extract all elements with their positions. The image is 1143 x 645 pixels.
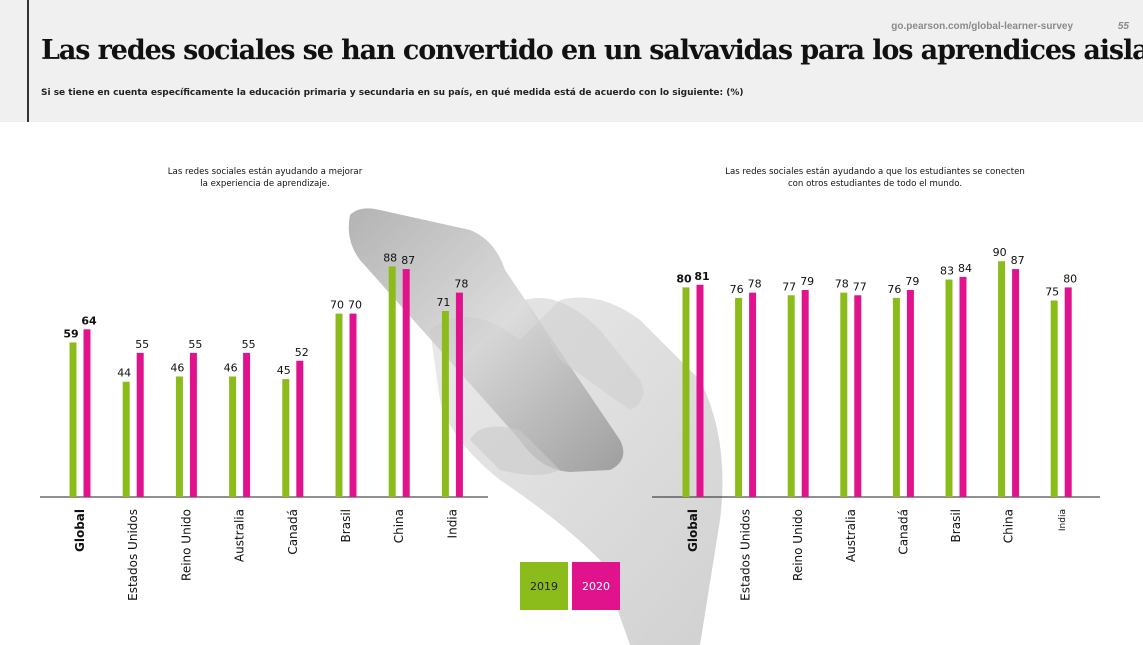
right-bar-2019 — [840, 292, 848, 497]
right-bar-2020 — [854, 295, 862, 497]
right-category-label: Brasil — [949, 509, 963, 542]
left-bar-2020 — [402, 269, 410, 497]
right-chart-title: Las redes sociales están ayudando a que … — [690, 166, 1060, 190]
left-data-label: 87 — [401, 254, 415, 267]
left-data-label: 44 — [117, 367, 131, 380]
right-data-label: 83 — [940, 265, 954, 278]
right-data-label: 90 — [993, 246, 1007, 259]
left-bar-2020 — [296, 360, 304, 497]
right-category-label: China — [1002, 509, 1016, 543]
header-band: go.pearson.com/global-learner-survey 55 … — [0, 0, 1143, 122]
right-data-label: 79 — [800, 275, 814, 288]
right-bar-2020 — [801, 290, 809, 497]
legend-label-2020: 2020 — [582, 579, 610, 593]
left-bar-2019 — [441, 310, 449, 497]
right-category-label: Estados Unidos — [739, 509, 753, 601]
left-bar-2020 — [243, 352, 251, 497]
right-category-label: Canadá — [896, 509, 910, 555]
source-url[interactable]: go.pearson.com/global-learner-survey — [891, 21, 1073, 32]
left-category-label: China — [392, 509, 406, 543]
right-data-label: 76 — [730, 283, 744, 296]
right-data-label: 80 — [1063, 272, 1077, 285]
right-bar-2019 — [945, 279, 953, 497]
left-category-label: Australia — [233, 509, 247, 562]
right-data-label: 84 — [958, 262, 972, 275]
right-data-label: 77 — [782, 280, 796, 293]
right-data-label: 77 — [853, 280, 867, 293]
left-category-label: India — [445, 509, 459, 538]
left-bar-2019 — [335, 313, 343, 497]
page-title: Las redes sociales se han convertido en … — [41, 35, 1143, 66]
right-bar-2019 — [787, 295, 795, 497]
header-divider — [27, 0, 29, 122]
right-category-label: India — [1058, 509, 1068, 531]
left-category-label: Estados Unidos — [126, 509, 140, 601]
left-data-label: 46 — [224, 361, 238, 374]
left-bar-2020 — [349, 313, 357, 497]
left-data-label: 70 — [348, 299, 362, 312]
left-bar-2019 — [122, 381, 130, 497]
left-bar-2019 — [282, 379, 290, 497]
left-data-label: 55 — [135, 338, 149, 351]
left-data-label: 78 — [454, 278, 468, 291]
left-data-label: 70 — [330, 299, 344, 312]
right-bar-2019 — [892, 297, 900, 497]
left-category-label: Global — [73, 509, 87, 552]
left-data-label: 64 — [81, 314, 97, 327]
right-category-label: Reino Unido — [791, 509, 805, 581]
left-category-label: Canadá — [286, 509, 300, 555]
right-data-label: 81 — [694, 270, 709, 283]
left-data-label: 88 — [383, 251, 397, 264]
left-bar-2020 — [455, 292, 463, 497]
left-data-label: 55 — [188, 338, 202, 351]
right-category-label: Australia — [844, 509, 858, 562]
left-bar-2019 — [229, 376, 237, 497]
left-chart-title: Las redes sociales están ayudando a mejo… — [135, 166, 395, 190]
left-data-label: 45 — [277, 364, 291, 377]
right-chart-title-text: Las redes sociales están ayudando a que … — [725, 167, 1025, 189]
right-data-label: 75 — [1045, 286, 1059, 299]
left-chart-title-text: Las redes sociales están ayudando a mejo… — [167, 167, 363, 189]
left-data-label: 59 — [63, 327, 78, 340]
left-bar-2019 — [388, 266, 396, 497]
left-category-label: Reino Unido — [179, 509, 193, 581]
left-data-label: 52 — [295, 346, 309, 359]
right-bar-2020 — [906, 290, 914, 497]
left-data-label: 71 — [436, 296, 450, 309]
legend-item-2020: 2020 — [572, 562, 620, 610]
right-bar-2020 — [1064, 287, 1072, 497]
left-bar-2020 — [136, 352, 144, 497]
right-category-label: Global — [686, 509, 700, 552]
right-data-label: 78 — [748, 278, 762, 291]
left-bar-2019 — [175, 376, 183, 497]
page-number: 55 — [1117, 21, 1129, 32]
page-subtitle: Si se tiene en cuenta específicamente la… — [41, 88, 744, 98]
right-data-label: 76 — [887, 283, 901, 296]
right-data-label: 80 — [676, 272, 692, 285]
left-bar-2020 — [189, 352, 197, 497]
right-data-label: 87 — [1011, 254, 1025, 267]
left-data-label: 55 — [242, 338, 256, 351]
right-bar-2020 — [1012, 269, 1020, 497]
right-bar-2020 — [749, 292, 757, 497]
left-bar-2020 — [83, 329, 91, 497]
legend-item-2019: 2019 — [520, 562, 568, 610]
right-bar-2019 — [682, 287, 690, 497]
left-data-label: 46 — [170, 361, 184, 374]
right-data-label: 78 — [835, 278, 849, 291]
left-bar-2019 — [69, 342, 77, 497]
right-bar-2019 — [735, 297, 743, 497]
right-bar-2020 — [959, 276, 967, 497]
legend-label-2019: 2019 — [530, 579, 558, 593]
left-category-label: Brasil — [339, 509, 353, 542]
right-data-label: 79 — [905, 275, 919, 288]
right-bar-2019 — [998, 261, 1006, 497]
right-bar-2019 — [1050, 300, 1058, 497]
right-bar-2020 — [696, 284, 704, 497]
